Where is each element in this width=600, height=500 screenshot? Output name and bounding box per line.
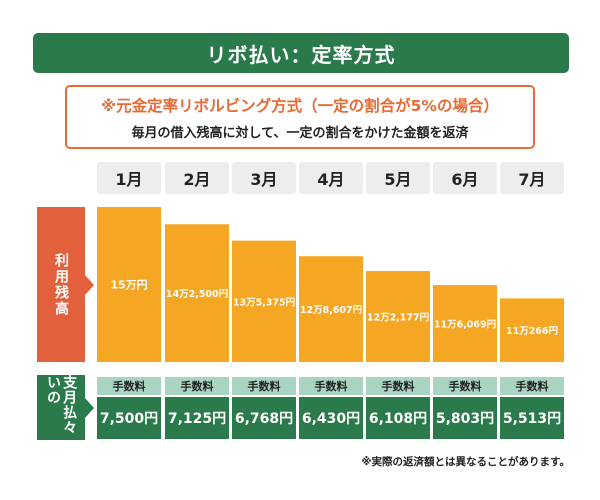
balance-bar-2	[165, 224, 229, 362]
balance-bar-6	[433, 285, 497, 362]
month-label-7: 7月	[500, 162, 564, 194]
fee-label-2: 手数料	[165, 377, 229, 395]
balance-arrow-icon	[85, 275, 94, 295]
fee-value-3: 6,768円	[232, 397, 296, 439]
balance-label-5: 12万2,177円	[367, 312, 429, 323]
fee-label-5: 手数料	[366, 377, 430, 395]
info-box: ※元金定率リボルビング方式（一定の割合が5%の場合） 毎月の借入残高に対して、一…	[65, 85, 535, 149]
info-headline: ※元金定率リボルビング方式（一定の割合が5%の場合）	[101, 97, 499, 115]
balance-label-6: 11万6,069円	[434, 320, 496, 331]
month-label-2: 2月	[165, 162, 229, 194]
payment-arrow-icon	[85, 398, 94, 418]
month-label-3: 3月	[232, 162, 296, 194]
balance-bar-7	[500, 298, 564, 362]
month-label-5: 5月	[366, 162, 430, 194]
info-subline: 毎月の借入残高に対して、一定の割合をかけた金額を返済	[131, 126, 469, 141]
month-label-1: 1月	[97, 162, 161, 194]
fee-value-7: 5,513円	[500, 397, 564, 439]
balance-bar-1	[97, 207, 161, 362]
disclaimer-note: ※実際の返済額とは異なることがあります。	[361, 456, 570, 468]
month-label-4: 4月	[299, 162, 363, 194]
fee-label-7: 手数料	[500, 377, 564, 395]
fee-label-1: 手数料	[97, 377, 161, 395]
balance-label-3: 13万5,375円	[233, 297, 295, 308]
balance-label-7: 11万266円	[506, 326, 558, 337]
month-label-6: 6月	[433, 162, 497, 194]
balance-label-4: 12万8,607円	[300, 305, 362, 316]
balance-label-1: 15万円	[110, 279, 147, 292]
balance-bar-5	[366, 270, 430, 362]
balance-bar-3	[232, 240, 296, 362]
page-title: リボ払い：定率方式	[33, 33, 569, 73]
balance-label-2: 14万2,500円	[166, 289, 228, 300]
fee-value-2: 7,125円	[165, 397, 229, 439]
fee-value-4: 6,430円	[299, 397, 363, 439]
payment-row-label: 支月払々いの	[37, 375, 85, 440]
fee-value-1: 7,500円	[97, 397, 161, 439]
fee-label-4: 手数料	[299, 377, 363, 395]
fee-value-5: 6,108円	[366, 397, 430, 439]
balance-bar-4	[299, 256, 363, 362]
fee-value-6: 5,803円	[433, 397, 497, 439]
balance-row-label: 利用残高	[37, 207, 85, 362]
fee-label-3: 手数料	[232, 377, 296, 395]
fee-label-6: 手数料	[433, 377, 497, 395]
